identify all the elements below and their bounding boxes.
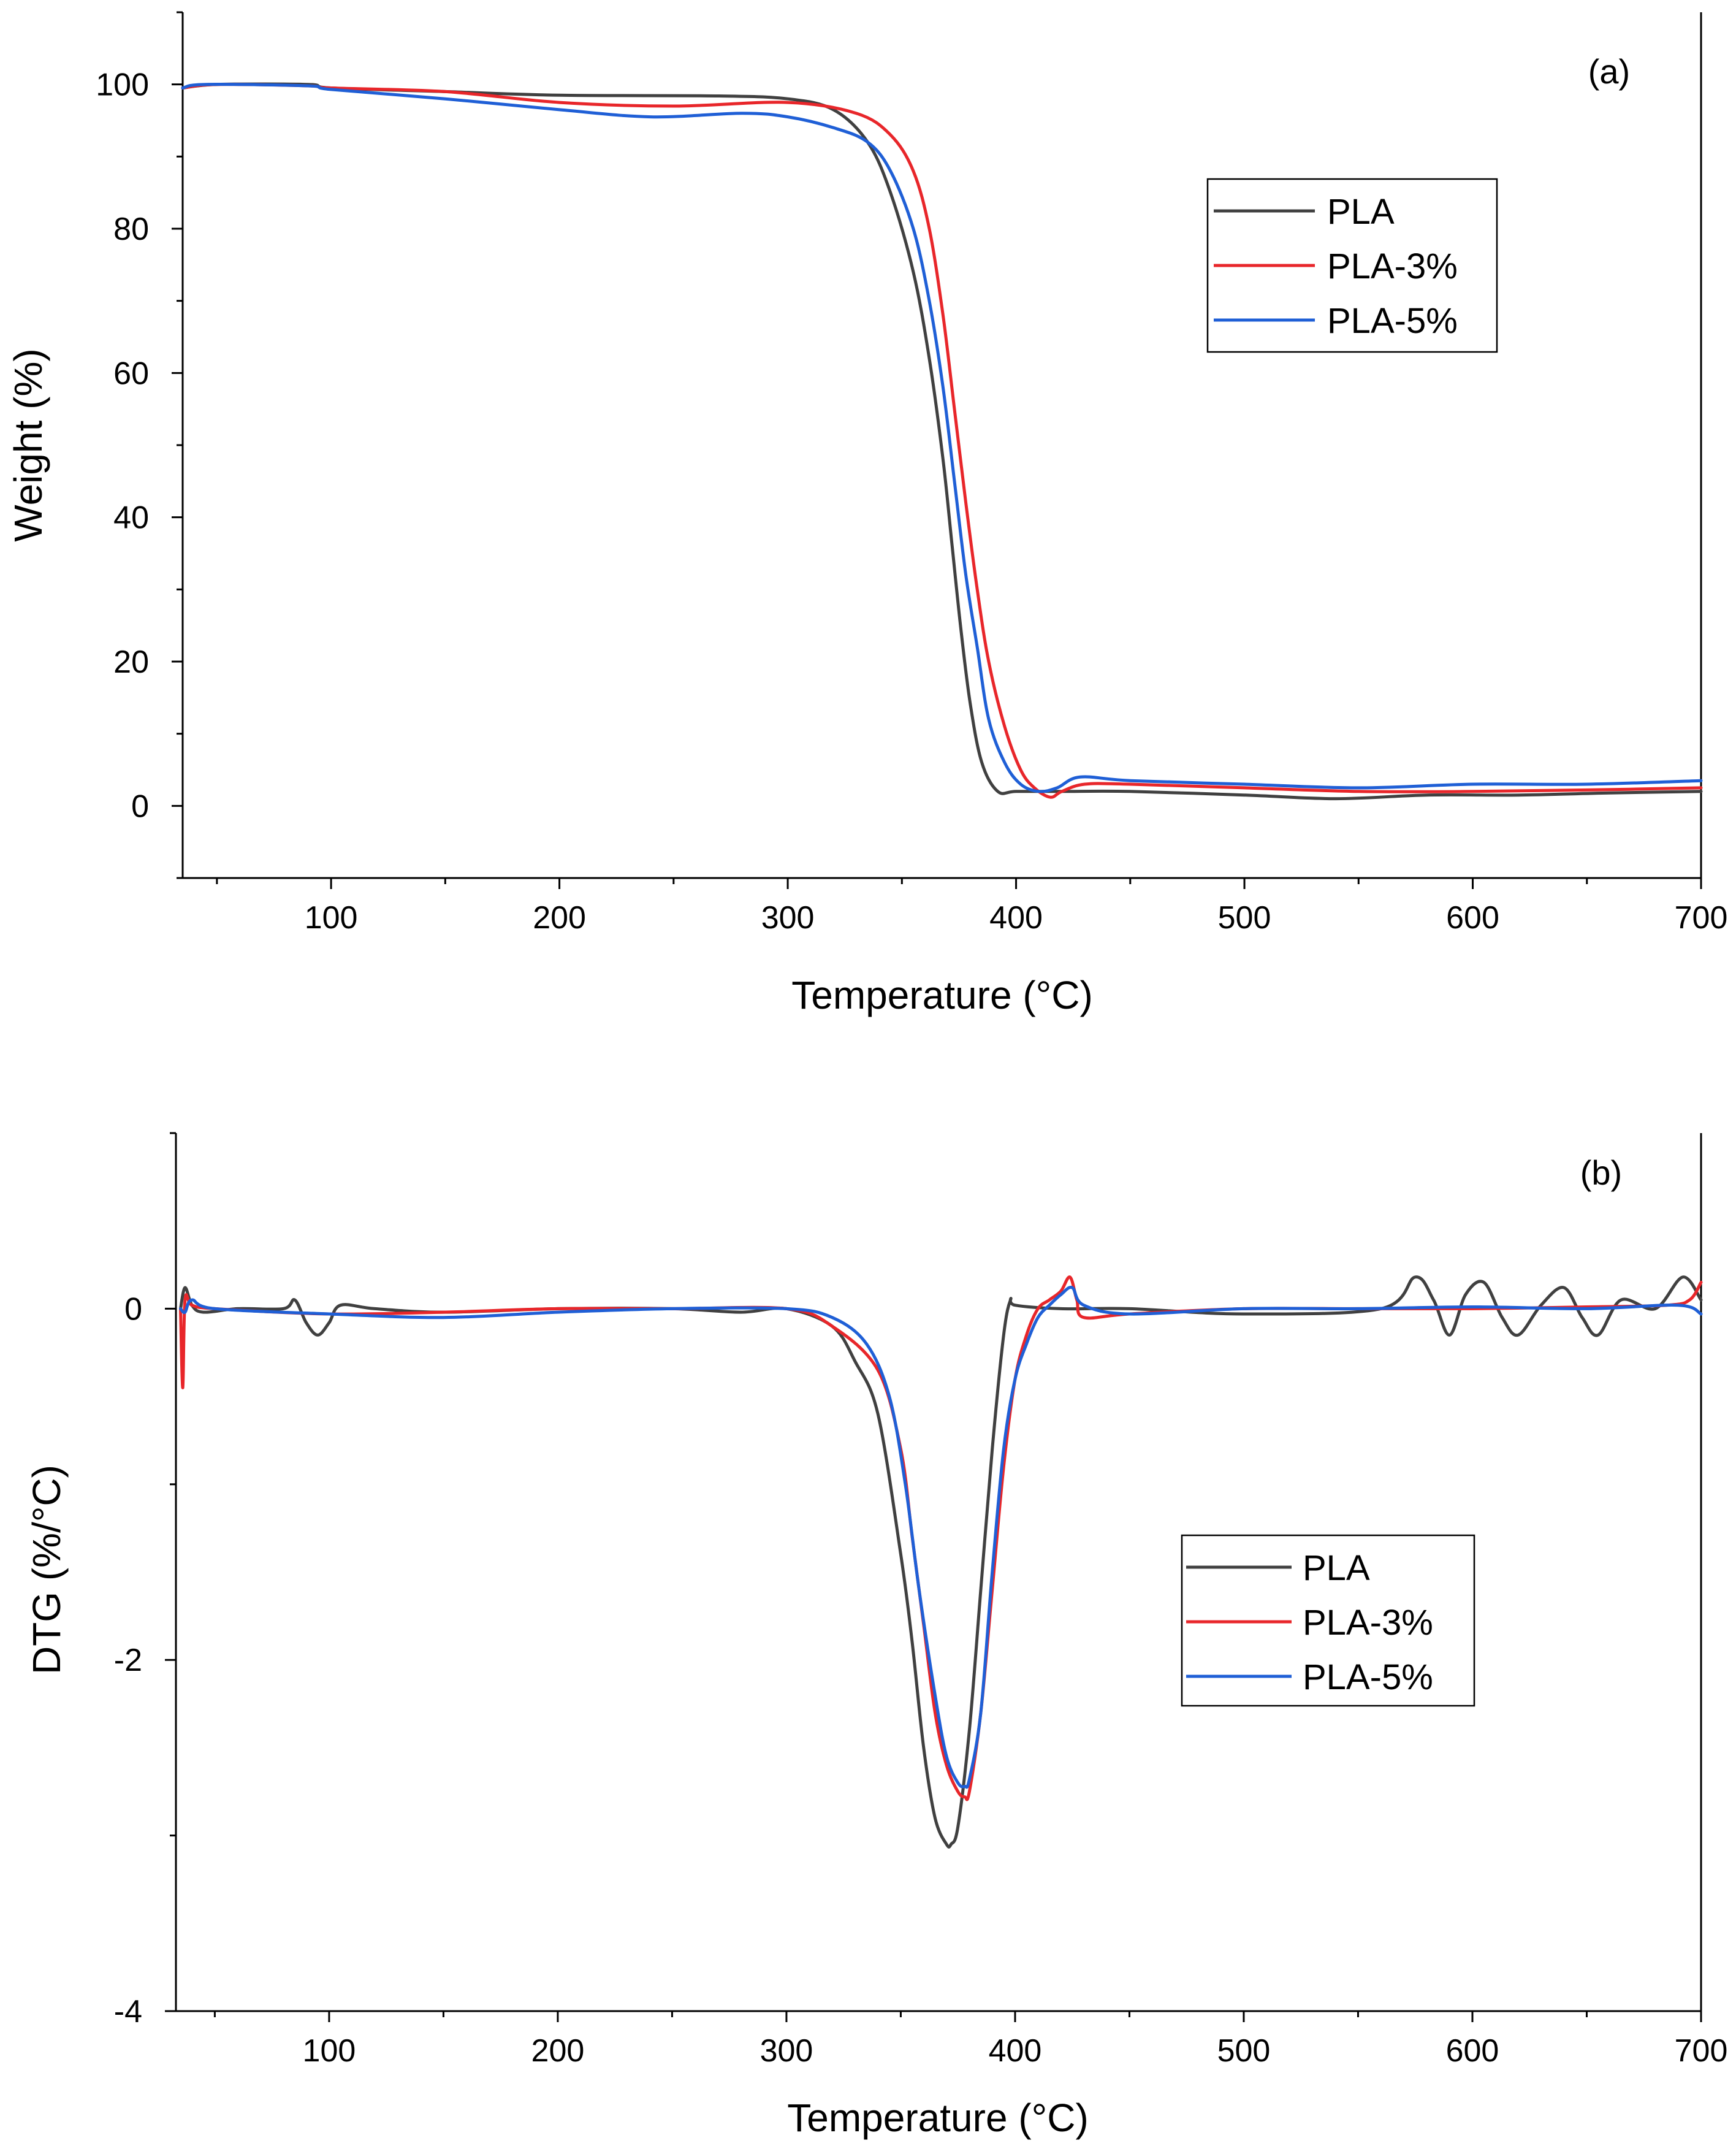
dtg-series-line-pla xyxy=(179,1275,1703,1849)
tga-legend: PLA PLA-3% PLA-5% xyxy=(1206,178,1498,353)
dtg-y-axis-title: DTG (%/°C) xyxy=(25,1465,69,1674)
tga-y-tick-label: 40 xyxy=(113,500,149,536)
dtg-series-line-pla-5 xyxy=(179,1286,1703,1789)
dtg-x-tick-label: 400 xyxy=(989,2033,1042,2069)
tga-y-tick-label: 20 xyxy=(113,644,149,680)
tga-y-axis-title: Weight (%) xyxy=(6,348,50,541)
tga-legend-label-pla-3: PLA-3% xyxy=(1327,246,1458,286)
tga-x-tick-label: 600 xyxy=(1446,900,1499,936)
dtg-x-tick-label: 700 xyxy=(1675,2033,1728,2069)
tga-series-line-pla-3 xyxy=(181,83,1703,799)
tga-y-tick-label: 100 xyxy=(96,67,149,103)
tga-y-tick-label: 60 xyxy=(113,356,149,391)
dtg-y-tick-label: 0 xyxy=(124,1291,142,1327)
tga-series-line-pla-5 xyxy=(181,83,1703,793)
dtg-x-tick-label: 100 xyxy=(303,2033,356,2069)
dtg-x-tick-label: 200 xyxy=(531,2033,585,2069)
dtg-series-group xyxy=(179,1275,1703,1849)
dtg-panel-label: (b) xyxy=(1580,1153,1622,1192)
tga-legend-label-pla-5: PLA-5% xyxy=(1327,301,1458,341)
tga-x-tick-label: 200 xyxy=(533,900,586,936)
dtg-plot-frame xyxy=(175,1133,1702,2012)
tga-y-tick-label: 80 xyxy=(113,212,149,247)
dtg-x-tick-label: 500 xyxy=(1217,2033,1271,2069)
dtg-legend-label-pla-3: PLA-3% xyxy=(1303,1603,1433,1643)
tga-panel: 100 200 300 400 500 600 700 0 20 40 60 80 100 (a) Te… xyxy=(6,11,1728,1017)
tga-ticks: 100 200 300 400 500 600 700 0 20 40 60 80 100 xyxy=(96,11,1728,936)
dtg-x-tick-label: 300 xyxy=(760,2033,813,2069)
dtg-y-tick-label: -4 xyxy=(114,1994,142,2030)
dtg-x-tick-label: 600 xyxy=(1446,2033,1499,2069)
dtg-ticks: 100 200 300 400 500 600 700 0 -2 -4 xyxy=(114,1132,1728,2069)
tga-x-tick-label: 100 xyxy=(305,900,358,936)
tga-x-tick-label: 300 xyxy=(761,900,815,936)
dtg-y-tick-label: -2 xyxy=(114,1643,142,1678)
tga-x-tick-label: 400 xyxy=(989,900,1043,936)
tga-legend-label-pla: PLA xyxy=(1327,192,1395,232)
tga-panel-label: (a) xyxy=(1588,52,1630,91)
tga-x-tick-label: 500 xyxy=(1218,900,1271,936)
tga-x-tick-label: 700 xyxy=(1675,900,1728,936)
tga-x-axis-title: Temperature (°C) xyxy=(791,973,1093,1017)
tga-series-line-pla xyxy=(181,82,1703,801)
dtg-legend-label-pla: PLA xyxy=(1303,1548,1370,1588)
dtg-x-axis-title: Temperature (°C) xyxy=(787,2096,1089,2140)
tga-y-tick-label: 0 xyxy=(131,789,149,824)
dtg-legend: PLA PLA-3% PLA-5% xyxy=(1181,1534,1475,1707)
dtg-legend-label-pla-5: PLA-5% xyxy=(1303,1657,1433,1697)
dtg-panel: 100 200 300 400 500 600 700 0 -2 -4 (b) Temperatu… xyxy=(25,1132,1728,2140)
tga-series-group xyxy=(181,82,1703,801)
